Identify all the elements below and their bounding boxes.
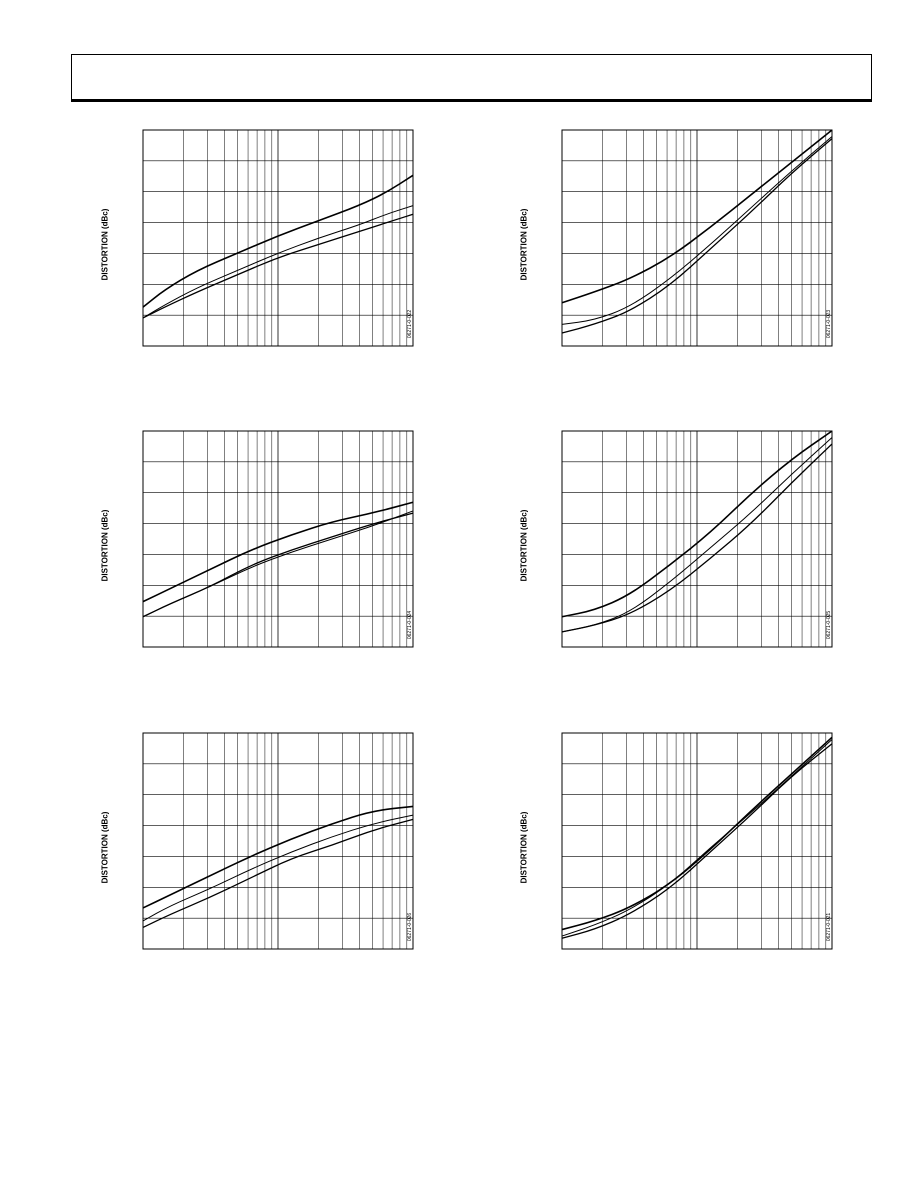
series-line-1 [561, 129, 833, 304]
figure-id: 06271-0-021 [826, 912, 833, 942]
series-line-3 [142, 818, 414, 928]
y-axis-label: DISTORTION (dBc) [519, 208, 529, 281]
y-axis-label: DISTORTION (dBc) [100, 811, 110, 884]
series-line-2 [561, 136, 833, 325]
series-line-2 [561, 739, 833, 937]
series-line-1 [142, 501, 414, 603]
chart-panel-1: DISTORTION (dBc) 06271-0-022 [100, 125, 414, 385]
figure-id: 06271-0-022 [407, 309, 414, 339]
chart-plot-4 [561, 430, 833, 648]
series-line-1 [142, 805, 414, 909]
chart-panel-5: DISTORTION (dBc) 06271-0-026 [100, 728, 414, 988]
chart-panel-6: DISTORTION (dBc) 06271-0-021 [519, 728, 833, 988]
chart-panel-2: DISTORTION (dBc) 06271-0-023 [519, 125, 833, 385]
figure-id: 06271-0-026 [407, 912, 414, 942]
y-axis-label: DISTORTION (dBc) [100, 509, 110, 582]
chart-panel-3: DISTORTION (dBc) 06271-0-024 [100, 426, 414, 686]
chart-plot-6 [561, 732, 833, 950]
y-axis-label: DISTORTION (dBc) [100, 208, 110, 281]
series-line-3 [142, 512, 414, 618]
y-axis-label: DISTORTION (dBc) [519, 509, 529, 582]
figure-id: 06271-0-025 [826, 610, 833, 640]
chart-panel-4: DISTORTION (dBc) 06271-0-025 [519, 426, 833, 686]
chart-plot-5 [142, 732, 414, 950]
y-axis-label: DISTORTION (dBc) [519, 811, 529, 884]
series-line-2 [142, 814, 414, 922]
series-line-2 [142, 205, 414, 319]
page-header-frame [71, 54, 872, 102]
series-line-3 [561, 138, 833, 334]
series-line-1 [561, 430, 833, 618]
series-line-1 [142, 174, 414, 308]
series-line-3 [561, 443, 833, 633]
figure-id: 06271-0-023 [826, 309, 833, 339]
chart-plot-2 [561, 129, 833, 347]
chart-plot-1 [142, 129, 414, 347]
figure-id: 06271-0-024 [407, 610, 414, 640]
series-line-3 [561, 743, 833, 939]
series-line-3 [142, 213, 414, 319]
chart-plot-3 [142, 430, 414, 648]
